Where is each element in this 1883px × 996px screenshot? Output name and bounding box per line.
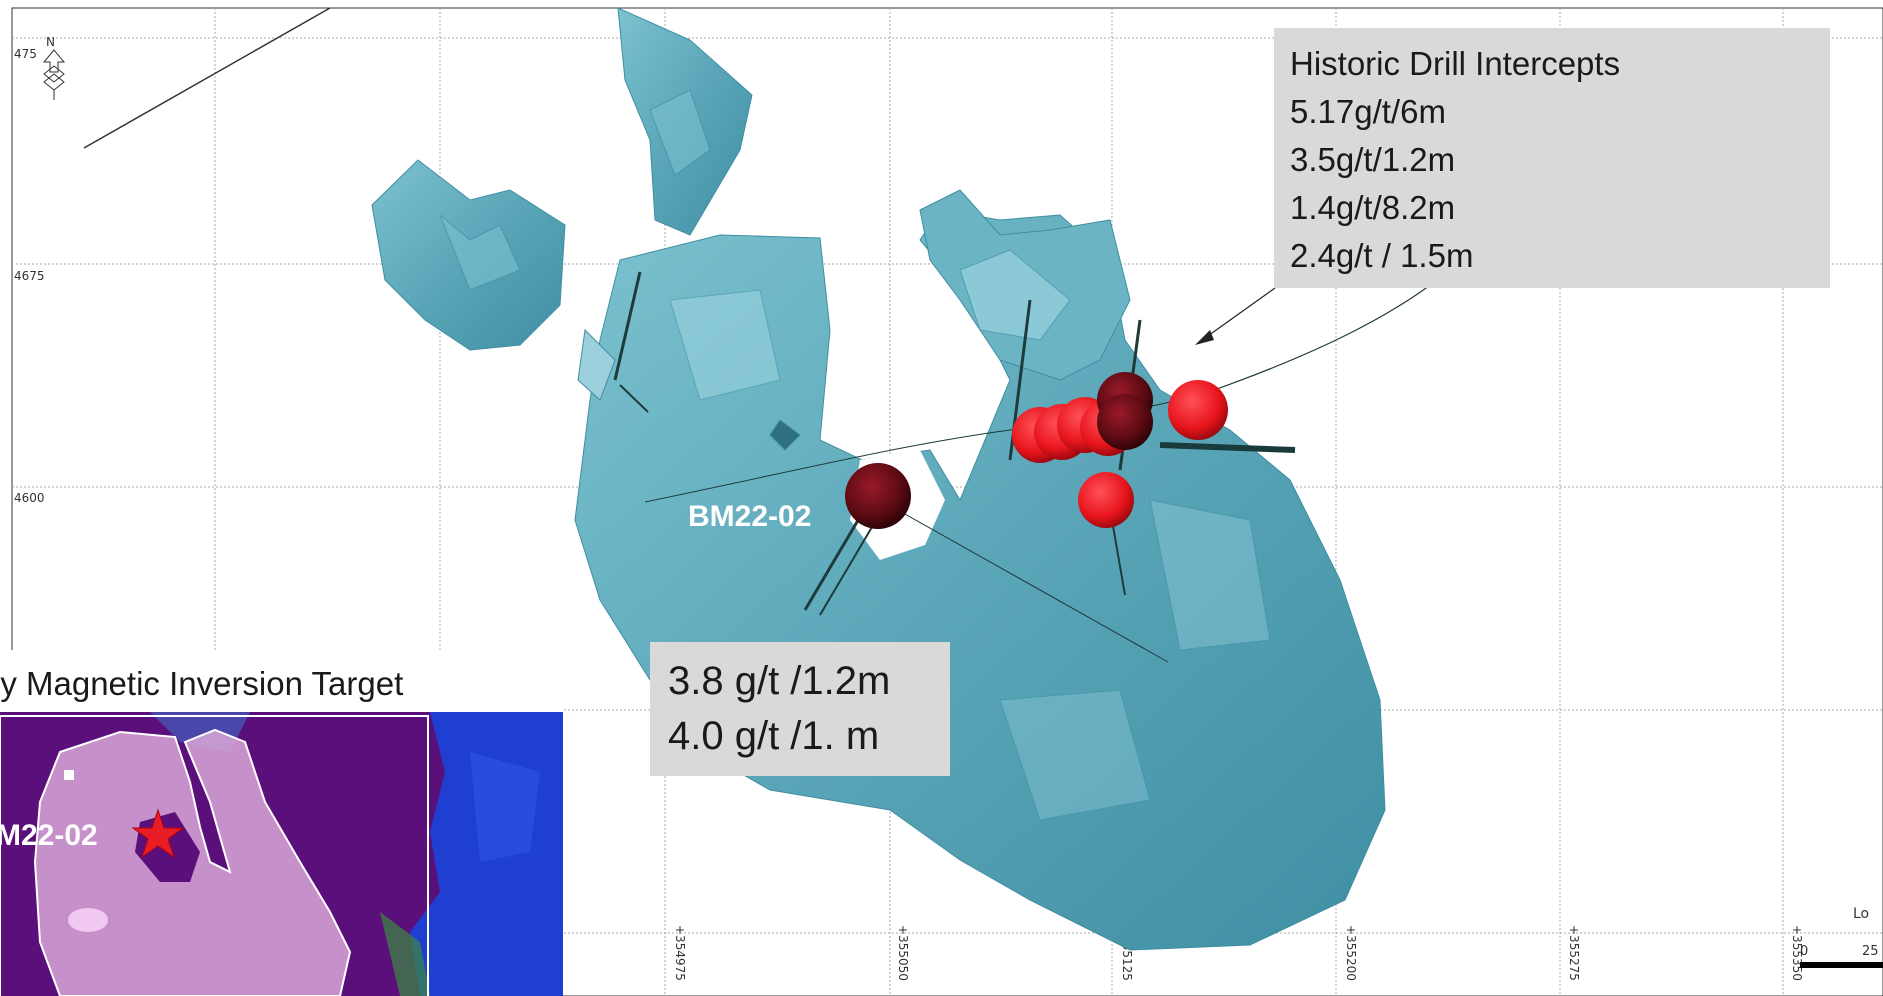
bm-intercept-line: 4.0 g/t /1. m (668, 714, 880, 758)
section-line (83, 7, 331, 149)
drillhole-label: BM22-02 (688, 500, 811, 533)
star-icon (131, 808, 185, 859)
svg-text:N: N (46, 35, 55, 49)
historic-intercept-line: 5.17g/t/6m (1290, 93, 1446, 130)
historic-intercepts-box: Historic Drill Intercepts 5.17g/t/6m 3.5… (1274, 28, 1830, 288)
inset-drillhole-label: M22-02 (0, 819, 98, 852)
easting-label: +355200 (1344, 925, 1358, 981)
inset-title: ly Magnetic Inversion Target (0, 665, 404, 702)
inset-map: M22-02 (0, 712, 563, 996)
svg-text:25: 25 (1862, 944, 1879, 959)
northing-label: 475 (14, 47, 37, 61)
historic-intercept-line: 2.4g/t / 1.5m (1290, 237, 1474, 274)
historic-box-title: Historic Drill Intercepts (1290, 45, 1621, 82)
easting-label: +354975 (673, 925, 687, 981)
callout-arrow (1195, 287, 1276, 345)
northing-label: 4600 (14, 491, 45, 505)
northing-label: 4675 (14, 269, 45, 283)
historic-intercept-line: 3.5g/t/1.2m (1290, 141, 1456, 178)
bm22-02-intercept (845, 463, 911, 529)
bm22-02-intercepts-box: 3.8 g/t /1.2m 4.0 g/t /1. m (650, 642, 950, 776)
inset-map-panel: ly Magnetic Inversion Target M22-02 (0, 650, 563, 996)
historic-intercepts (1012, 372, 1228, 528)
historic-intercept-line: 1.4g/t/8.2m (1290, 189, 1456, 226)
easting-label: +355050 (896, 925, 910, 981)
north-arrow-icon: N (42, 35, 66, 100)
easting-label: +355275 (1567, 925, 1581, 981)
svg-text:0: 0 (1800, 944, 1808, 959)
scale-bar: Lo 0 25 (1800, 906, 1883, 968)
svg-text:Lo: Lo (1853, 906, 1869, 922)
bm-intercept-line: 3.8 g/t /1.2m (668, 659, 891, 703)
